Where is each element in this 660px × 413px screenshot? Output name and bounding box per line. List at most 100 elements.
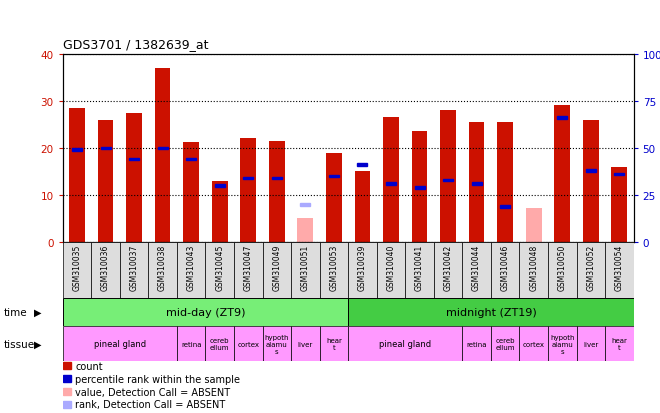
Bar (126, 114, 142, 242)
Text: midnight (ZT19): midnight (ZT19) (446, 307, 536, 317)
Bar (91, 242, 120, 298)
Bar (154, 69, 170, 242)
Text: ▶: ▶ (34, 339, 42, 349)
Text: GSM310039: GSM310039 (358, 244, 367, 290)
Bar (291, 242, 319, 298)
Bar (263, 326, 291, 361)
Text: pineal gland: pineal gland (379, 339, 431, 348)
Bar (234, 326, 263, 361)
Bar (63, 388, 71, 395)
Bar (491, 242, 519, 298)
Bar (586, 170, 596, 172)
Bar (244, 177, 253, 180)
Text: GSM310049: GSM310049 (273, 244, 281, 290)
Bar (329, 176, 339, 178)
Bar (519, 242, 548, 298)
Text: hear
t: hear t (611, 337, 627, 350)
Text: GDS3701 / 1382639_at: GDS3701 / 1382639_at (63, 38, 208, 51)
Bar (300, 204, 310, 206)
Bar (462, 326, 491, 361)
Bar (72, 149, 82, 152)
Bar (214, 185, 224, 188)
Text: GSM310044: GSM310044 (472, 244, 481, 290)
Bar (605, 242, 634, 298)
Bar (577, 242, 605, 298)
Bar (272, 177, 282, 180)
Bar (326, 153, 342, 242)
Text: hypoth
alamu
s: hypoth alamu s (550, 334, 574, 354)
Text: mid-day (ZT9): mid-day (ZT9) (166, 307, 245, 317)
Bar (548, 242, 577, 298)
Text: count: count (75, 361, 103, 371)
Bar (291, 326, 319, 361)
Bar (148, 242, 177, 298)
Bar (611, 167, 627, 242)
Bar (100, 147, 110, 150)
Bar (377, 242, 405, 298)
Text: GSM310046: GSM310046 (501, 244, 510, 290)
Text: time: time (3, 307, 27, 317)
Text: pineal gland: pineal gland (94, 339, 146, 348)
Text: retina: retina (181, 341, 201, 347)
Bar (63, 375, 71, 382)
Bar (554, 106, 570, 242)
Text: hear
t: hear t (326, 337, 342, 350)
Bar (462, 242, 491, 298)
Text: GSM310038: GSM310038 (158, 244, 167, 290)
Bar (614, 173, 624, 176)
Text: GSM310042: GSM310042 (444, 244, 453, 290)
Bar (434, 242, 462, 298)
Bar (186, 159, 196, 161)
Text: GSM310036: GSM310036 (101, 244, 110, 290)
Text: rank, Detection Call = ABSENT: rank, Detection Call = ABSENT (75, 399, 226, 409)
Bar (414, 187, 424, 189)
Bar (348, 242, 377, 298)
Bar (63, 401, 71, 408)
Text: GSM310050: GSM310050 (558, 244, 567, 290)
Bar (212, 181, 228, 242)
Bar (526, 209, 542, 242)
Bar (120, 242, 148, 298)
Text: retina: retina (467, 341, 487, 347)
Text: value, Detection Call = ABSENT: value, Detection Call = ABSENT (75, 387, 230, 396)
Text: GSM310047: GSM310047 (244, 244, 253, 290)
Text: cortex: cortex (237, 341, 259, 347)
Text: ▶: ▶ (34, 307, 42, 317)
Bar (557, 117, 567, 120)
Bar (548, 326, 577, 361)
Bar (234, 242, 263, 298)
Bar (158, 147, 168, 150)
Bar (177, 242, 205, 298)
Bar (383, 118, 399, 242)
Bar (269, 141, 284, 242)
Bar (205, 326, 234, 361)
Bar (358, 164, 368, 167)
Bar (497, 123, 513, 242)
Text: GSM310051: GSM310051 (301, 244, 310, 290)
Bar (69, 109, 85, 242)
Bar (583, 120, 599, 242)
Bar (240, 139, 256, 242)
Bar (205, 242, 234, 298)
Bar (500, 205, 510, 208)
Text: GSM310037: GSM310037 (129, 244, 139, 290)
Text: cereb
ellum: cereb ellum (210, 337, 230, 350)
Bar (386, 183, 396, 185)
Bar (263, 242, 291, 298)
Bar (63, 362, 71, 369)
Bar (63, 326, 177, 361)
Bar (63, 242, 91, 298)
Bar (443, 179, 453, 182)
Bar (469, 123, 484, 242)
Bar (605, 326, 634, 361)
Text: cortex: cortex (523, 341, 544, 347)
Bar (405, 242, 434, 298)
Text: GSM310040: GSM310040 (387, 244, 395, 290)
Bar (348, 326, 462, 361)
Bar (491, 326, 519, 361)
Bar (319, 242, 348, 298)
Bar (319, 326, 348, 361)
Text: GSM310043: GSM310043 (187, 244, 195, 290)
Text: percentile rank within the sample: percentile rank within the sample (75, 374, 240, 384)
Text: cereb
ellum: cereb ellum (496, 337, 515, 350)
